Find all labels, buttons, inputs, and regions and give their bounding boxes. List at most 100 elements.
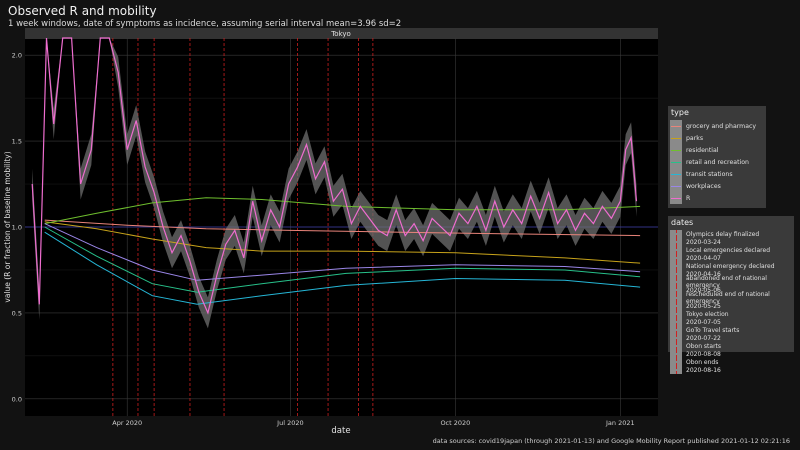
data-source-caption: data sources: covid19japan (through 2021… [432,437,790,445]
legend-dates-label: Obon ends [686,358,719,366]
axes: 0.0 0.5 1.0 1.5 2.0 Apr 2020 Jul 2020 Oct 2020 J… [12,52,635,427]
r-band-area [32,38,637,329]
legend-dates-item: 2020-05-25 [668,302,794,310]
legend-dates-label: 2020-08-08 [686,350,721,358]
legend-type-item: grocery and pharmacy [668,120,766,132]
legend-dates-label: 2020-05-25 [686,302,721,310]
legend-dates-key [670,286,682,294]
facet-label: Tokyo [330,30,351,38]
legend-dates-item: 2020-07-22 [668,334,794,342]
legend-dates-item: 2020-07-05 [668,318,794,326]
legend-key-swatch [670,180,682,192]
series-line-retail-and-recreation [44,226,641,293]
legend-dates-item: abandoned end of national emergency [668,275,794,289]
legend-dates-label: Olympics delay finalized [686,230,760,238]
legend-dates-item: 2020-03-24 [668,238,794,246]
legend-dates-key [670,294,682,302]
y-tick-label: 1.0 [12,224,22,232]
legend-dates-item: 2020-04-07 [668,254,794,262]
legend-key-line [671,161,681,163]
legend-dates-key [670,350,682,358]
r-confidence-band [32,38,637,329]
legend-key-swatch [670,192,682,204]
series-line-R [31,37,638,315]
legend-dates-label: abandoned end of national emergency [686,275,767,289]
legend-dates-key-line [675,254,677,262]
legend-dates-key-line [675,302,677,310]
series-line-transit-stations [44,231,641,305]
legend-dates-key [670,310,682,318]
legend-dates-title: dates [671,218,694,227]
legend-dates-key [670,230,682,238]
y-tick-label: 1.5 [12,138,22,146]
legend-type-items: grocery and pharmacy parks residential reta… [668,120,766,204]
legend-key-swatch [670,156,682,168]
y-tick-label: 0.0 [12,395,22,403]
legend-dates-key-line [675,326,677,334]
legend-dates-items: Olympics delay finalized 2020-03-24 Local … [668,230,794,374]
facet-strip [25,28,658,39]
legend-type-title: type [671,108,689,117]
x-tick-label: Oct 2020 [440,419,470,427]
legend-dates-label: 2020-04-16 [686,270,721,278]
legend-type-item: R [668,192,766,204]
legend-key-line [671,185,681,187]
legend-dates: dates Olympics delay finalized 2020-03-24… [668,216,794,374]
legend-key-line [671,137,681,139]
series-line-residential [44,197,641,225]
legend-dates-item: 2020-04-16 [668,270,794,278]
legend-type-label: R [686,194,691,202]
legend-dates-key-line [675,342,677,350]
legend-dates-label: rescheduled end of national emergency [686,291,770,305]
legend-dates-key [670,342,682,350]
legend-dates-key-line [675,318,677,326]
legend-type-item: retail and recreation [668,156,766,168]
legend-key-swatch [670,168,682,180]
legend-dates-key [670,334,682,342]
legend-dates-key-line [675,230,677,238]
legend-dates-item: Obon ends [668,358,794,366]
legend-dates-item: rescheduled end of national emergency [668,291,794,305]
legend-dates-key [670,302,682,310]
legend-dates-item: Local emergencies declared [668,246,794,254]
legend-type-item: transit stations [668,168,766,180]
series-lines [31,37,641,315]
legend-dates-key-line [675,278,677,286]
legend-dates-item: Obon starts [668,342,794,350]
legend-dates-key-line [675,246,677,254]
x-axis-label: date [331,426,350,436]
legend-dates-key-line [675,262,677,270]
legend-key-line [671,173,681,175]
legend-dates-key [670,270,682,278]
legend-type-item: workplaces [668,180,766,192]
legend-type-item: parks [668,132,766,144]
x-tick-label: Jul 2020 [276,419,303,427]
legend-dates-key-line [675,294,677,302]
legend-dates-item: 2020-08-08 [668,350,794,358]
legend-dates-label: 2020-03-24 [686,238,721,246]
legend-dates-label: 2020-07-05 [686,318,721,326]
y-tick-label: 2.0 [12,52,22,60]
legend-dates-key [670,238,682,246]
legend-dates-key-line [675,358,677,366]
legend-dates-key [670,262,682,270]
legend-dates-key [670,358,682,366]
legend-key-swatch [670,132,682,144]
legend-dates-key [670,246,682,254]
series-line-grocery-and-pharmacy [44,219,641,237]
x-tick-label: Jan 2021 [605,419,635,427]
legend-dates-key-line [675,350,677,358]
series-line-parks [44,221,641,264]
y-axis-label: value (R or fraction of baseline mobilit… [3,151,12,302]
legend-dates-label: 2020-04-07 [686,254,721,262]
legend-dates-item: Tokyo election [668,310,794,318]
legend-dates-item: National emergency declared [668,262,794,270]
legend-dates-label: 2020-08-16 [686,366,721,374]
legend-type-label: retail and recreation [686,158,749,166]
legend-type-label: transit stations [686,170,733,178]
legend-dates-key [670,278,682,286]
legend-dates-label: Local emergencies declared [686,246,771,254]
legend-dates-label: 2020-07-22 [686,334,721,342]
legend-type-label: workplaces [686,182,721,190]
